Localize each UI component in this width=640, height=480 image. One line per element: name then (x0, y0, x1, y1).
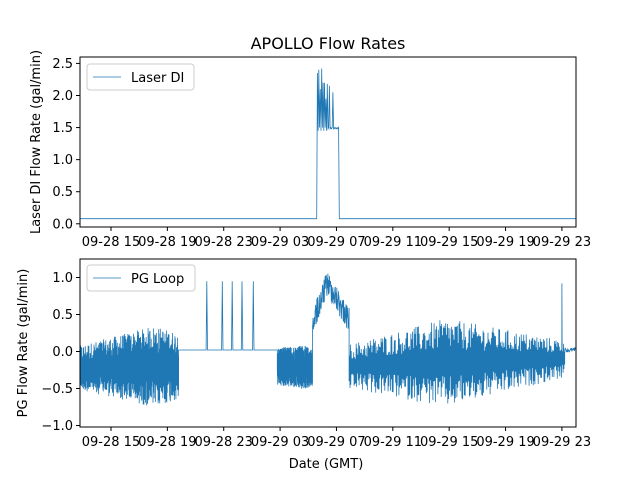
laser-di-legend-box (86, 63, 195, 91)
pg-loop-legend-label: PG Loop (131, 272, 184, 287)
pg-loop-xtick-label: 09-29 19 (476, 435, 534, 450)
pg-loop-xtick-label: 09-29 11 (364, 435, 422, 450)
pg-loop-ytick-label: 0.0 (52, 345, 73, 360)
pg-loop-ytick-label: −0.5 (41, 382, 73, 397)
laser-di-xtick-label: 09-29 15 (420, 235, 478, 250)
laser-di-series-line (80, 68, 576, 220)
laser-di-ytick-label: 1.5 (52, 121, 73, 136)
laser-di-ylabel: Laser DI Flow Rate (gal/min) (29, 50, 44, 234)
pg-loop-ytick-label: 1.0 (52, 271, 73, 286)
laser-di-ytick-label: 2.0 (52, 89, 73, 104)
pg-loop-ytick-label: −1.0 (41, 419, 73, 434)
laser-di-ytick-label: 2.5 (52, 57, 73, 72)
laser-di-xtick-label: 09-28 15 (82, 235, 140, 250)
laser-di-legend: Laser DI (86, 63, 195, 91)
pg-loop-legend: PG Loop (86, 264, 196, 292)
laser-di-ytick-label: 1.0 (52, 153, 73, 168)
pg-loop-xtick-label: 09-28 15 (82, 435, 140, 450)
pg-loop-axes-frame (79, 258, 577, 428)
pg-loop-xtick-label: 09-29 15 (420, 435, 478, 450)
pg-loop-xtick-label: 09-29 23 (533, 435, 591, 450)
laser-di-xtick-label: 09-28 19 (138, 235, 196, 250)
laser-di-ytick-label: 0.5 (52, 185, 73, 200)
laser-di-xtick-label: 09-29 07 (307, 235, 365, 250)
laser-di-xtick-label: 09-29 03 (251, 235, 309, 250)
pg-loop-xtick-label: 09-28 19 (138, 435, 196, 450)
laser-di-ytick-label: 0.0 (52, 217, 73, 232)
pg-loop-legend-box (86, 264, 196, 292)
pg-loop-ylabel: PG Flow Rate (gal/min) (16, 269, 31, 418)
x-axis-label: Date (GMT) (289, 457, 364, 472)
laser-di-xtick-label: 09-28 23 (195, 235, 253, 250)
laser-di-axes-frame (79, 56, 577, 228)
laser-di-xtick-label: 09-29 19 (476, 235, 534, 250)
laser-di-xtick-label: 09-29 23 (533, 235, 591, 250)
pg-loop-xtick-label: 09-28 23 (195, 435, 253, 450)
chart-title: APOLLO Flow Rates (251, 34, 406, 53)
pg-loop-ytick-label: 0.5 (52, 308, 73, 323)
laser-di-xtick-label: 09-29 11 (364, 235, 422, 250)
pg-loop-series-line (80, 273, 576, 406)
pg-loop-xtick-label: 09-29 03 (251, 435, 309, 450)
laser-di-legend-label: Laser DI (131, 71, 184, 86)
pg-loop-xtick-label: 09-29 07 (307, 435, 365, 450)
